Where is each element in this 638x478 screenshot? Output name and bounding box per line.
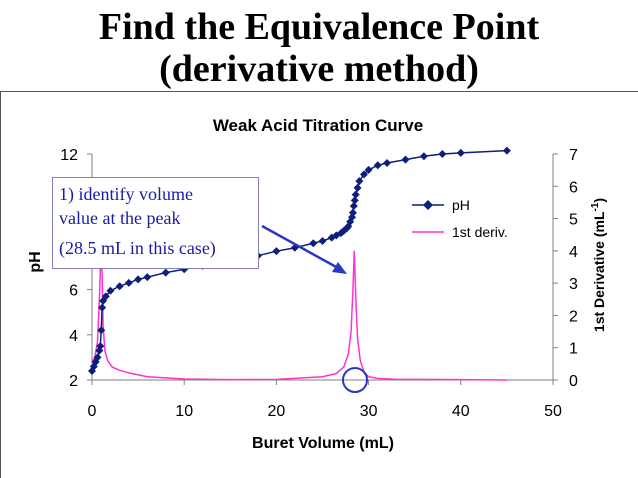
- x-tick-label: 30: [360, 403, 378, 420]
- x-tick-label: 50: [544, 403, 562, 420]
- x-tick-label: 10: [175, 403, 193, 420]
- ph-point: [348, 208, 357, 217]
- ph-point: [383, 159, 392, 168]
- legend-deriv-label: 1st deriv.: [452, 224, 508, 240]
- y2-tick-label: 2: [569, 308, 578, 325]
- y-tick-label: 6: [69, 283, 78, 300]
- ph-point: [364, 165, 373, 174]
- ph-point: [353, 183, 362, 192]
- y2-tick-label: 7: [569, 147, 578, 164]
- ph-point: [97, 326, 106, 335]
- ph-point: [456, 148, 465, 157]
- callout-line-2: value at the peak: [59, 208, 181, 228]
- ph-point: [134, 275, 143, 284]
- y2-axis-label-superscript: -1: [590, 202, 601, 211]
- callout-line-1: 1) identify volume: [59, 184, 193, 204]
- x-axis-label: Buret Volume (mL): [252, 435, 394, 452]
- ph-point: [355, 177, 364, 186]
- ph-point: [359, 170, 368, 179]
- legend-ph-label: pH: [452, 197, 470, 213]
- y2-axis-label-end: ): [591, 198, 607, 203]
- ph-point: [309, 239, 318, 248]
- legend: pH 1st deriv.: [412, 197, 508, 240]
- ph-point: [93, 353, 102, 362]
- ph-point: [115, 282, 124, 291]
- ph-point: [502, 146, 511, 155]
- y-tick-label: 12: [60, 147, 78, 164]
- ph-point: [350, 196, 359, 205]
- y2-tick-label: 1: [569, 341, 578, 358]
- legend-ph-marker: [423, 200, 433, 210]
- ph-point: [351, 190, 360, 199]
- callout-arrow: [261, 224, 339, 270]
- y2-tick-label: 3: [569, 276, 578, 293]
- y2-tick-label: 6: [569, 179, 578, 196]
- y-tick-label: 4: [69, 328, 78, 345]
- ph-point: [401, 155, 410, 164]
- ph-point: [161, 268, 170, 277]
- ph-point: [98, 303, 107, 312]
- callout-box: 1) identify volume value at the peak (28…: [52, 177, 259, 269]
- y2-axis-label: 1st Derivative (mL-1): [590, 198, 607, 332]
- ph-point: [438, 150, 447, 158]
- y-axis-label: pH: [27, 251, 44, 272]
- peak-highlight-circle: [342, 367, 368, 393]
- ph-point: [272, 247, 281, 256]
- slide-title: Find the Equivalence Point (derivative m…: [0, 6, 638, 90]
- ph-point: [106, 286, 115, 295]
- x-tick-label: 0: [88, 403, 97, 420]
- y2-axis-label-main: 1st Derivative (mL: [591, 211, 607, 332]
- ph-point: [101, 292, 110, 301]
- ph-point: [143, 273, 152, 282]
- ph-point: [124, 278, 133, 287]
- y2-tick-label: 4: [569, 244, 578, 261]
- chart-area-frame: [0, 91, 638, 478]
- ph-point: [318, 237, 327, 246]
- x-tick-label: 20: [268, 403, 286, 420]
- slide-title-line-1: Find the Equivalence Point: [98, 6, 540, 48]
- callout-line-3: (28.5 mL in this case): [59, 238, 216, 258]
- callout-arrowhead: [332, 262, 347, 274]
- chart-title: Weak Acid Titration Curve: [213, 116, 423, 135]
- y-tick-label: 2: [69, 373, 78, 390]
- y2-tick-label: 5: [569, 212, 578, 229]
- ph-point: [419, 152, 428, 161]
- ph-point: [349, 201, 358, 210]
- ph-point: [373, 161, 382, 170]
- ph-point: [96, 342, 105, 351]
- y2-tick-label: 0: [569, 373, 578, 390]
- x-tick-label: 40: [452, 403, 470, 420]
- slide-title-line-2: (derivative method): [159, 48, 479, 90]
